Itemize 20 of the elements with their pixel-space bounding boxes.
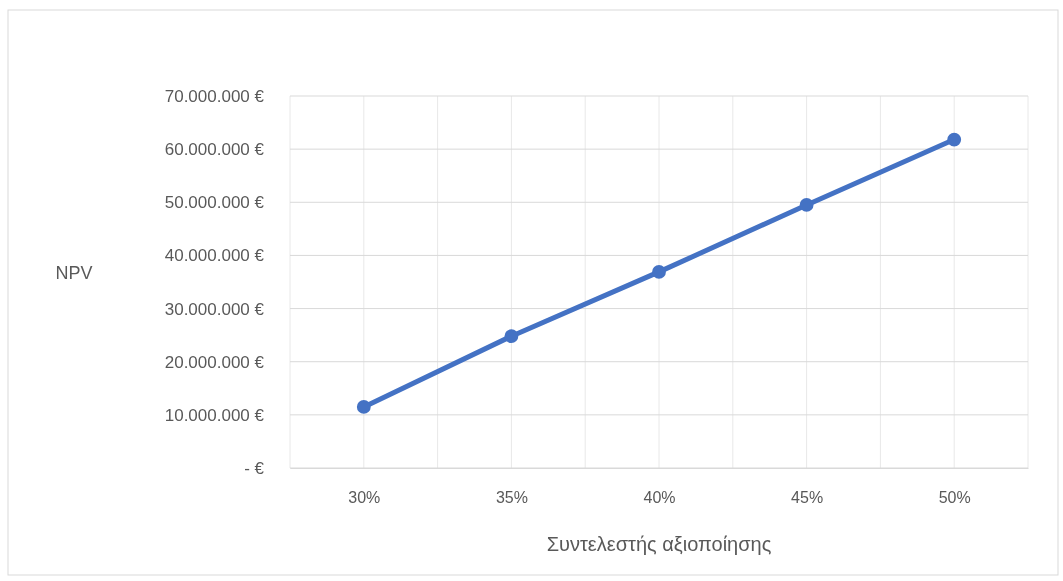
x-tick-label: 40% bbox=[643, 489, 676, 507]
y-tick-label: 60.000.000 € bbox=[164, 140, 265, 160]
y-tick-label: - € bbox=[244, 458, 265, 478]
y-tick-label: 30.000.000 € bbox=[164, 299, 265, 319]
point bbox=[652, 265, 666, 279]
point bbox=[947, 132, 962, 147]
y-tick-label: 70.000.000 € bbox=[164, 86, 265, 106]
y-axis-title: NPV bbox=[55, 263, 93, 283]
point bbox=[799, 198, 814, 212]
y-tick-label: 20.000.000 € bbox=[164, 352, 265, 372]
x-axis-title: Συντελεστής αξιοποίησης bbox=[546, 533, 772, 555]
x-tick-label: 45% bbox=[791, 489, 824, 507]
y-tick-label: 10.000.000 € bbox=[164, 405, 265, 425]
point bbox=[504, 329, 519, 344]
y-tick-label: 40.000.000 € bbox=[164, 246, 265, 266]
point bbox=[356, 399, 371, 414]
x-tick-label: 35% bbox=[495, 489, 528, 507]
x-tick-label: 50% bbox=[938, 489, 971, 507]
y-tick-label: 50.000.000 € bbox=[164, 193, 265, 213]
x-tick-label: 30% bbox=[348, 489, 381, 507]
